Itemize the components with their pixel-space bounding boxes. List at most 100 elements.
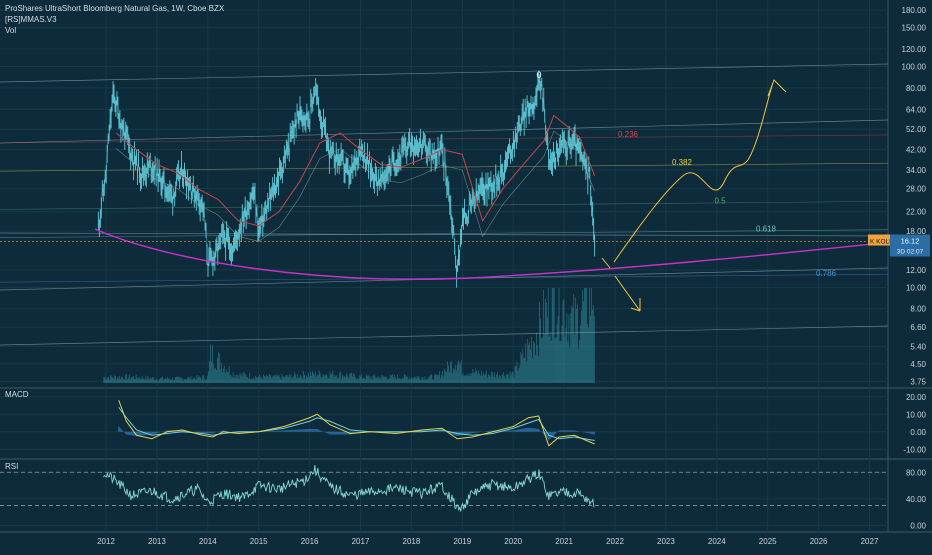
volume-bar [405, 376, 407, 383]
volume-bar [307, 377, 308, 383]
volume-bar [115, 376, 117, 383]
volume-bar [534, 342, 535, 383]
volume-bar [217, 352, 219, 383]
volume-bar [348, 377, 349, 383]
volume-bar [270, 377, 272, 383]
volume-bar [449, 362, 451, 383]
volume-bar [572, 307, 574, 383]
volume-bar [531, 336, 533, 383]
volume-bar [536, 332, 537, 383]
volume-bar [272, 375, 274, 383]
volume-bar [412, 378, 414, 383]
volume-bar [516, 361, 518, 383]
volume-bar [454, 364, 456, 383]
volume-bar [235, 377, 237, 383]
volume-bar [121, 376, 122, 383]
volume-bar [587, 323, 588, 383]
volume-bar [361, 378, 363, 383]
volume-bar [119, 375, 120, 383]
volume-bar [230, 375, 232, 383]
moving-average-line [115, 114, 596, 227]
volume-bar [525, 343, 527, 383]
fib-label: 0.5 [714, 196, 726, 205]
volume-bar [554, 337, 556, 383]
volume-bar [161, 377, 163, 383]
volume-bar [576, 309, 578, 383]
volume-bar [422, 377, 424, 383]
volume-bar [409, 379, 411, 383]
volume-bar [464, 375, 466, 383]
volume-bar [211, 361, 212, 383]
volume-bar [153, 377, 155, 383]
volume-bar [481, 370, 483, 383]
volume-bar [252, 378, 254, 383]
volume-bar [104, 376, 106, 383]
volume-bar [267, 377, 269, 383]
volume-bar [296, 378, 298, 383]
volume-bar [573, 293, 575, 383]
volume-bar [406, 376, 408, 383]
volume-bar [432, 378, 434, 383]
volume-bar [116, 379, 117, 383]
volume-bar [166, 378, 167, 383]
volume-bar [197, 377, 199, 383]
volume-bar [325, 373, 327, 383]
volume-bar [545, 302, 547, 383]
volume-bar [371, 379, 373, 383]
volume-bar [552, 288, 554, 383]
volume-bar [463, 376, 465, 383]
volume-bar [354, 374, 355, 383]
volume-bar [278, 375, 280, 383]
volume-bar [491, 371, 492, 383]
rsi-y-tick-label: 0.00 [910, 521, 926, 530]
volume-bar [504, 378, 506, 383]
volume-bar [309, 376, 310, 383]
rsi-pane-label[interactable]: RSI [5, 462, 19, 471]
volume-bar [488, 374, 489, 383]
x-tick-label: 2019 [453, 537, 471, 546]
volume-bar [442, 371, 443, 383]
volume-bar [477, 374, 479, 383]
volume-bar [345, 377, 347, 383]
volume-bar [158, 380, 160, 383]
volume-bar [484, 374, 486, 383]
macd-y-tick-label: 0.00 [910, 428, 926, 437]
volume-bar [194, 378, 196, 383]
volume-bar [141, 376, 143, 383]
volume-bar [560, 341, 562, 383]
volume-bar [331, 373, 333, 383]
volume-bar [213, 364, 214, 383]
volume-bar [563, 298, 565, 383]
volume-bar [514, 366, 516, 383]
volume-bar [585, 288, 586, 383]
volume-bar [108, 376, 110, 383]
volume-bar [416, 376, 418, 383]
volume-bar [234, 375, 236, 383]
volume-bar [503, 375, 505, 383]
volume-bar [368, 375, 370, 383]
volume-bar [248, 378, 250, 383]
volume-bar [333, 377, 335, 383]
volume-bar [420, 379, 422, 383]
volume-bar [280, 379, 282, 383]
volume-bar [201, 379, 203, 383]
volume-bar [365, 374, 367, 383]
price-badge [890, 234, 930, 257]
volume-bar [390, 374, 392, 383]
macd-pane-label[interactable]: MACD [5, 390, 29, 399]
volume-bar [303, 370, 304, 383]
volume-bar [521, 354, 523, 383]
volume-bar [497, 377, 499, 383]
volume-bar [493, 376, 494, 383]
volume-bar [532, 357, 533, 383]
volume-bar [286, 374, 288, 383]
volume-bar [571, 305, 573, 383]
volume-bar [308, 372, 309, 383]
indicator-legend-mmas[interactable]: [RS]MMAS.V3 [5, 15, 57, 24]
volume-bar [259, 374, 260, 383]
indicator-legend-vol[interactable]: Vol [5, 26, 17, 35]
volume-bar [229, 375, 231, 383]
volume-bar [478, 370, 480, 383]
